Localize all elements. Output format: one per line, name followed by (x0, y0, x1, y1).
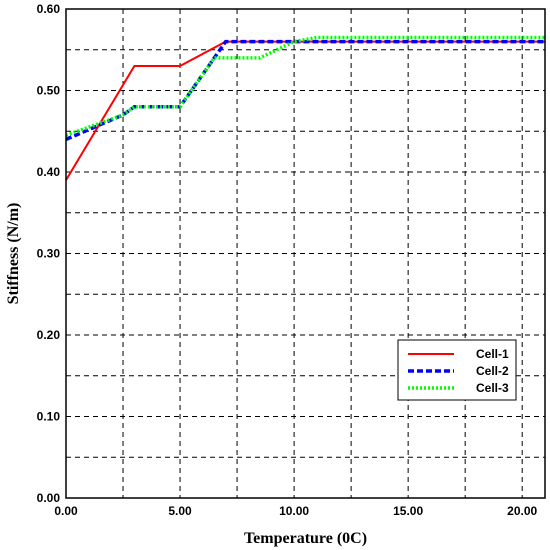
x-tick-label: 10.00 (279, 504, 309, 518)
legend: Cell-1 Cell-2 Cell-3 (397, 339, 517, 401)
y-tick-label: 0.50 (37, 84, 61, 98)
y-tick-label: 0.00 (37, 491, 61, 505)
series-line-cell-2 (65, 39, 545, 142)
y-tick-label: 0.30 (37, 247, 61, 261)
legend-label-cell-3: Cell-3 (476, 381, 509, 395)
y-tick-label: 0.10 (37, 410, 61, 424)
plot-frame (65, 8, 546, 499)
x-axis-label: Temperature (0C) (244, 530, 367, 547)
legend-label-cell-2: Cell-2 (476, 364, 509, 378)
grid (66, 9, 545, 498)
y-tick-label: 0.20 (37, 328, 61, 342)
x-tick-label: 5.00 (168, 504, 192, 518)
y-tick-label: 0.60 (37, 2, 61, 16)
x-tick-label: 15.00 (393, 504, 423, 518)
y-axis-label: Stiffness (N/m) (5, 203, 22, 305)
legend-label-cell-1: Cell-1 (476, 347, 509, 361)
x-tick-label: 0.00 (54, 504, 78, 518)
series-lines (65, 35, 545, 181)
y-tick-label: 0.40 (37, 165, 61, 179)
series-line-cell-1 (65, 40, 545, 181)
series-line-cell-3 (65, 35, 545, 137)
x-tick-label: 20.00 (507, 504, 537, 518)
tick-labels: 0.00 5.00 10.00 15.00 20.00 0.00 0.10 0.20 0.30 0… (37, 2, 538, 518)
